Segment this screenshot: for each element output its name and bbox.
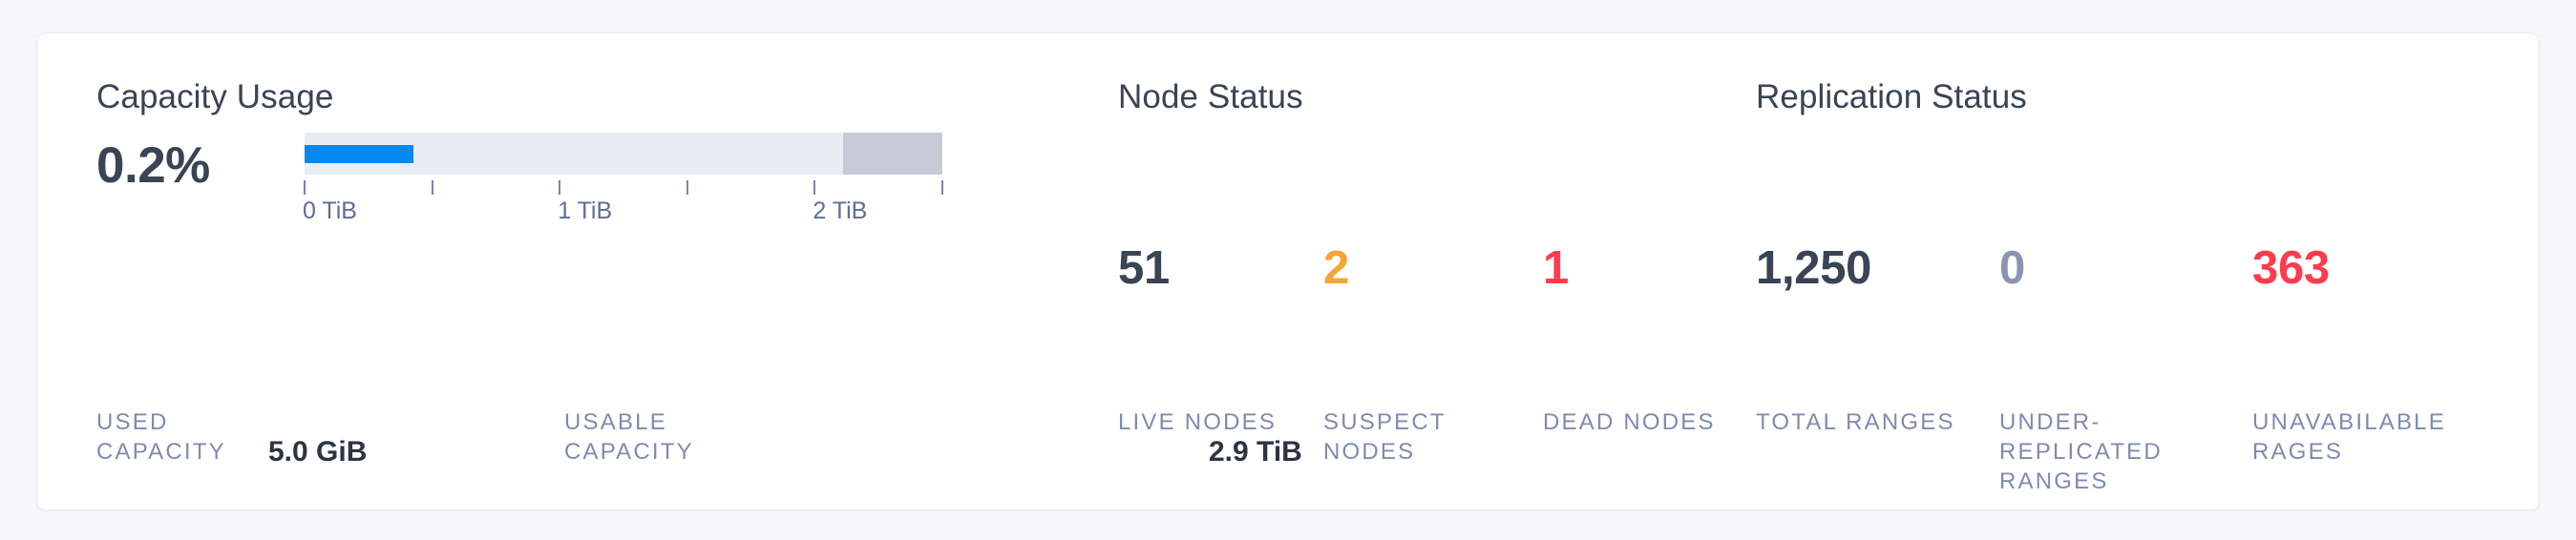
node-status-stats: 51 LIVE NODES 2 SUSPECT NODES 1 DEAD NODES [1118,33,1729,509]
stat-label: TOTAL RANGES [1756,409,1955,435]
capacity-detail-label: USED CAPACITY [96,409,226,465]
axis-tick-label: 0 TiB [303,197,357,224]
stat-column[interactable]: 1 DEAD NODES [1543,33,1763,509]
axis-tick-label: 2 TiB [813,197,868,224]
stat-label: SUSPECT NODES [1323,409,1446,465]
replication-status-section: Replication Status 1,250 TOTAL RANGES 0 UND… [1756,33,2520,509]
capacity-bar-axis: 0 TiB 1 TiB 2 TiB [303,175,943,230]
axis-tick [813,180,816,195]
capacity-usage-section: Capacity Usage 0.2% 0 TiB 1 TiB 2 TiB USED… [96,33,1302,509]
stat-column[interactable]: 363 UNAVABILABLE RAGES [2252,33,2472,509]
stat-column[interactable]: 2 SUSPECT NODES [1323,33,1543,509]
axis-tick [559,180,561,195]
capacity-detail-label: USABLE CAPACITY [564,409,694,465]
stat-label: LIVE NODES [1118,409,1277,435]
stat-value: 363 [2252,242,2330,294]
stat-column[interactable]: 51 LIVE NODES [1118,33,1338,509]
axis-tick [686,180,688,195]
stat-label: DEAD NODES [1543,409,1716,435]
axis-tick [304,180,306,195]
capacity-bar-used-fill [305,145,413,163]
stat-value: 2 [1323,242,1349,294]
stat-value: 51 [1118,242,1170,294]
capacity-usage-chart[interactable]: 0.2% 0 TiB 1 TiB 2 TiB [96,123,1013,238]
capacity-usage-title: Capacity Usage [96,78,334,115]
capacity-detail-value: 2.9 TiB [1209,436,1302,467]
capacity-percent-value: 0.2% [96,137,210,194]
cluster-summary-card: Capacity Usage 0.2% 0 TiB 1 TiB 2 TiB USED… [36,32,2540,510]
node-status-title: Node Status [1118,78,1303,115]
summary-row: Capacity Usage 0.2% 0 TiB 1 TiB 2 TiB USED… [37,33,2539,509]
replication-status-title: Replication Status [1756,78,2027,115]
stat-value: 0 [1999,242,2025,294]
node-status-section: Node Status 51 LIVE NODES 2 SUSPECT NODES 1 D… [1118,33,1729,509]
capacity-bar-wrapper: 0 TiB 1 TiB 2 TiB [303,133,943,230]
axis-tick-label: 1 TiB [558,197,613,224]
stat-label: UNAVABILABLE RAGES [2252,409,2446,465]
stat-label: UNDER-REPLICATED RANGES [1999,409,2163,494]
replication-status-stats: 1,250 TOTAL RANGES 0 UNDER-REPLICATED RANGE… [1756,33,2520,509]
capacity-bar-overage [843,133,942,175]
stat-column[interactable]: 0 UNDER-REPLICATED RANGES [1999,33,2219,509]
axis-tick [941,180,943,195]
stat-value: 1 [1543,242,1569,294]
axis-tick [431,180,433,195]
capacity-bar-track [305,133,942,175]
stat-value: 1,250 [1756,242,1872,294]
capacity-detail-value: 5.0 GiB [268,436,368,467]
stat-column[interactable]: 1,250 TOTAL RANGES [1756,33,1975,509]
